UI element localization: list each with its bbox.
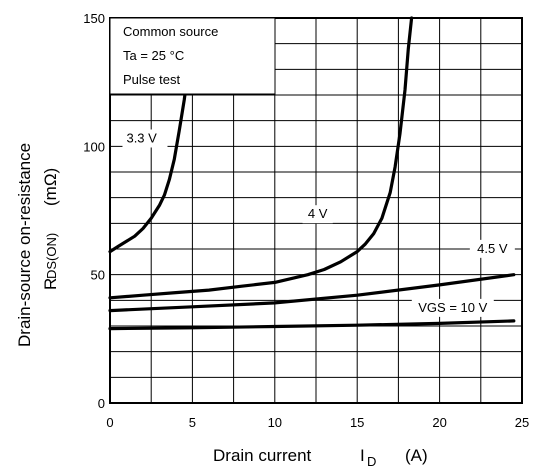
- x-tick-labels: 0 5 10 15 20 25: [106, 415, 529, 430]
- x-tick-label: 10: [268, 415, 282, 430]
- y-axis-symbol-sub: DS(ON): [44, 233, 59, 279]
- x-tick-label: 0: [106, 415, 113, 430]
- x-tick-label: 25: [515, 415, 529, 430]
- series-label-1: 4 V: [308, 206, 328, 221]
- x-tick-label: 20: [432, 415, 446, 430]
- x-axis-symbol-sub: D: [367, 454, 376, 469]
- series-label-3: VGS = 10 V: [418, 300, 487, 315]
- y-axis-unit: (mΩ): [41, 168, 60, 206]
- series-line-1: [108, 16, 414, 300]
- x-tick-label: 5: [189, 415, 196, 430]
- series-line-0: [108, 62, 191, 254]
- series-label-0: 3.3 V: [126, 130, 157, 145]
- condition-common-source: Common source: [123, 24, 218, 39]
- series-label-bg-2: [469, 239, 515, 258]
- y-axis-symbol-group: R DS(ON) (mΩ): [41, 168, 60, 290]
- y-tick-label: 0: [98, 396, 105, 411]
- x-axis-unit: (A): [405, 446, 428, 465]
- conditions-box: [109, 17, 276, 95]
- x-tick-label: 15: [350, 415, 364, 430]
- grid-lines: [110, 18, 522, 403]
- y-axis-symbol: R: [41, 278, 60, 290]
- y-tick-label: 100: [83, 139, 105, 154]
- series-line-2: [108, 273, 516, 313]
- y-tick-label: 150: [83, 11, 105, 26]
- series-labels: 3.3 V 4 V 4.5 V VGS = 10 V: [122, 129, 515, 317]
- y-axis-label: Drain-source on-resistance: [15, 143, 34, 347]
- series-label-bg-3: [411, 298, 494, 317]
- y-tick-labels: 0 50 100 150: [83, 11, 105, 411]
- series-label-bg-0: [122, 129, 168, 148]
- series-label-2: 4.5 V: [477, 241, 508, 256]
- x-axis-symbol: I: [360, 446, 365, 465]
- condition-pulse-test: Pulse test: [123, 72, 180, 87]
- plot-frame: [109, 17, 523, 404]
- condition-temperature: Ta = 25 °C: [123, 48, 184, 63]
- x-axis-label: Drain current: [213, 446, 312, 465]
- y-tick-label: 50: [91, 268, 105, 283]
- series-line-3: [108, 319, 516, 331]
- curves: [108, 16, 516, 331]
- series-label-bg-1: [302, 205, 333, 224]
